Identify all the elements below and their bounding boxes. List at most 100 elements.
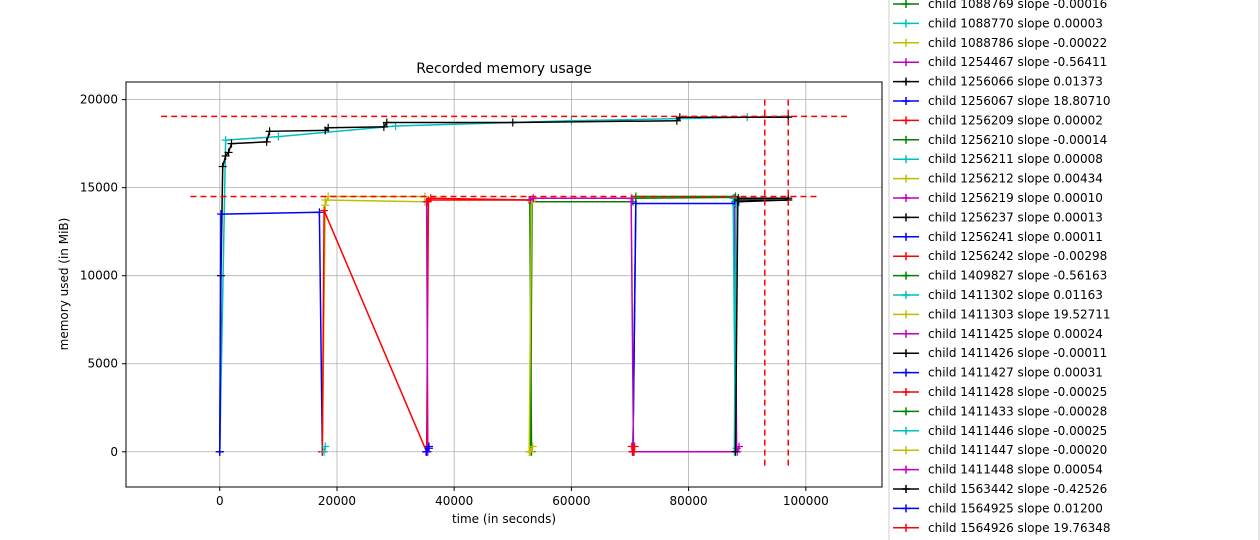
legend-entry: child 1256067 slope 18.80710 xyxy=(893,94,1111,108)
x-tick-label: 20000 xyxy=(318,494,356,508)
legend-label: child 1256212 slope 0.00434 xyxy=(928,172,1103,186)
legend-label: child 1256209 slope 0.00002 xyxy=(928,113,1103,127)
grid-lines xyxy=(126,82,882,487)
legend-entry: child 1256242 slope -0.00298 xyxy=(893,249,1107,263)
series-lines xyxy=(215,112,793,456)
legend-label: child 1088786 slope -0.00022 xyxy=(928,36,1107,50)
legend-label: child 1256241 slope 0.00011 xyxy=(928,230,1103,244)
legend-label: child 1411426 slope -0.00011 xyxy=(928,346,1107,360)
legend-entry: child 1256066 slope 0.01373 xyxy=(893,75,1103,89)
legend-entry: child 1256219 slope 0.00010 xyxy=(893,191,1103,205)
series-19 xyxy=(734,195,793,206)
series-18 xyxy=(526,194,636,204)
series-line xyxy=(529,200,633,452)
y-tick-label: 10000 xyxy=(80,269,118,283)
legend-label: child 1563442 slope -0.42526 xyxy=(928,482,1107,496)
series-line xyxy=(630,201,740,453)
legend-entry: child 1411448 slope 0.00054 xyxy=(893,463,1103,477)
legend-label: child 1564925 slope 0.01200 xyxy=(928,501,1103,515)
legend-label: child 1254467 slope -0.56411 xyxy=(928,55,1107,69)
series-line xyxy=(425,201,429,452)
series-7 xyxy=(318,195,534,456)
series-2 xyxy=(215,112,793,456)
chart-title: Recorded memory usage xyxy=(416,61,592,77)
legend-entry: child 1254467 slope -0.56411 xyxy=(893,55,1107,69)
legend-entry: child 1411428 slope -0.00025 xyxy=(893,385,1107,399)
legend-label: child 1256219 slope 0.00010 xyxy=(928,191,1103,205)
legend-entry: child 1256211 slope 0.00008 xyxy=(893,152,1103,166)
series-24 xyxy=(526,442,537,456)
series-line xyxy=(321,199,530,453)
legend-entry: child 1088786 slope -0.00022 xyxy=(893,36,1107,50)
series-line xyxy=(632,202,736,452)
legend-label: child 1256210 slope -0.00014 xyxy=(928,133,1107,147)
x-tick-label: 0 xyxy=(216,494,224,508)
y-tick-label: 0 xyxy=(110,445,118,459)
series-28 xyxy=(627,442,639,456)
legend-label: child 1411425 slope 0.00024 xyxy=(928,327,1103,341)
legend-entry: child 1256241 slope 0.00011 xyxy=(893,230,1103,244)
series-line xyxy=(219,211,324,452)
x-tick-label: 80000 xyxy=(670,494,708,508)
series-line xyxy=(219,116,789,452)
legend-label: child 1256242 slope -0.00298 xyxy=(928,249,1107,263)
legend-frame xyxy=(888,0,1260,540)
legend-label: child 1411303 slope 19.52711 xyxy=(928,307,1111,321)
series-line xyxy=(632,196,736,452)
legend-entry: child 1256212 slope 0.00434 xyxy=(893,172,1103,186)
legend-label: child 1564926 slope 19.76348 xyxy=(928,521,1111,535)
legend-entry: child 1411446 slope -0.00025 xyxy=(893,424,1107,438)
legend-label: child 1411446 slope -0.00025 xyxy=(928,424,1107,438)
legend-label: child 1411433 slope -0.00028 xyxy=(928,404,1107,418)
series-6 xyxy=(215,208,327,456)
legend-entry: child 1411302 slope 0.01163 xyxy=(893,288,1103,302)
x-axis-label: time (in seconds) xyxy=(452,512,556,526)
legend-label: child 1411448 slope 0.00054 xyxy=(928,463,1103,477)
legend-label: child 1256066 slope 0.01373 xyxy=(928,75,1103,89)
x-tick-label: 100000 xyxy=(783,494,829,508)
series-line xyxy=(219,115,789,452)
legend-entry: child 1411427 slope 0.00031 xyxy=(893,366,1103,380)
legend-entry: child 1256237 slope 0.00013 xyxy=(893,210,1103,224)
series-26 xyxy=(731,195,793,456)
series-25 xyxy=(627,197,744,456)
legend-label: child 1256067 slope 18.80710 xyxy=(928,94,1111,108)
legend: child 1088769 slope -0.00016 child 108877… xyxy=(888,0,1260,540)
legend-entry: child 1411303 slope 19.52711 xyxy=(893,307,1111,321)
x-tick-label: 60000 xyxy=(552,494,590,508)
legend-entry: child 1411433 slope -0.00028 xyxy=(893,404,1107,418)
legend-entry: child 1409827 slope -0.56163 xyxy=(893,269,1107,283)
series-8 xyxy=(526,197,637,456)
axis-ticks: 0 20000 40000 60000 80000 100000 0 5000 10000 150… xyxy=(80,93,829,508)
legend-entry: child 1563442 slope -0.42526 xyxy=(893,482,1107,496)
legend-label: child 1256211 slope 0.00008 xyxy=(928,152,1103,166)
legend-label: child 1256237 slope 0.00013 xyxy=(928,210,1103,224)
plot-frame xyxy=(125,81,883,488)
legend-entry: child 1411426 slope -0.00011 xyxy=(893,346,1107,360)
series-11 xyxy=(422,197,432,456)
legend-entry: child 1256209 slope 0.00002 xyxy=(893,113,1103,127)
legend-label: child 1411447 slope -0.00020 xyxy=(928,443,1107,457)
legend-entry: child 1088770 slope 0.00003 xyxy=(893,16,1103,30)
y-tick-label: 15000 xyxy=(80,181,118,195)
legend-label: child 1411427 slope 0.00031 xyxy=(928,366,1103,380)
reference-lines xyxy=(161,99,847,470)
series-27 xyxy=(422,444,433,456)
legend-label: child 1409827 slope -0.56163 xyxy=(928,269,1107,283)
legend-entry: child 1411425 slope 0.00024 xyxy=(893,327,1103,341)
legend-label: child 1088770 slope 0.00003 xyxy=(928,16,1103,30)
y-axis-label: memory used (in MiB) xyxy=(57,218,71,351)
legend-label: child 1411302 slope 0.01163 xyxy=(928,288,1103,302)
legend-label: child 1411428 slope -0.00025 xyxy=(928,385,1107,399)
series-line xyxy=(529,197,632,201)
legend-entry: child 1564926 slope 19.76348 xyxy=(893,521,1111,535)
series-5 xyxy=(215,113,793,456)
y-tick-label: 20000 xyxy=(80,93,118,107)
legend-label: child 1088769 slope -0.00016 xyxy=(928,0,1107,11)
series-line xyxy=(733,205,737,452)
series-line xyxy=(734,199,789,452)
y-tick-label: 5000 xyxy=(87,357,118,371)
series-9 xyxy=(320,442,330,456)
series-20 xyxy=(628,199,740,456)
